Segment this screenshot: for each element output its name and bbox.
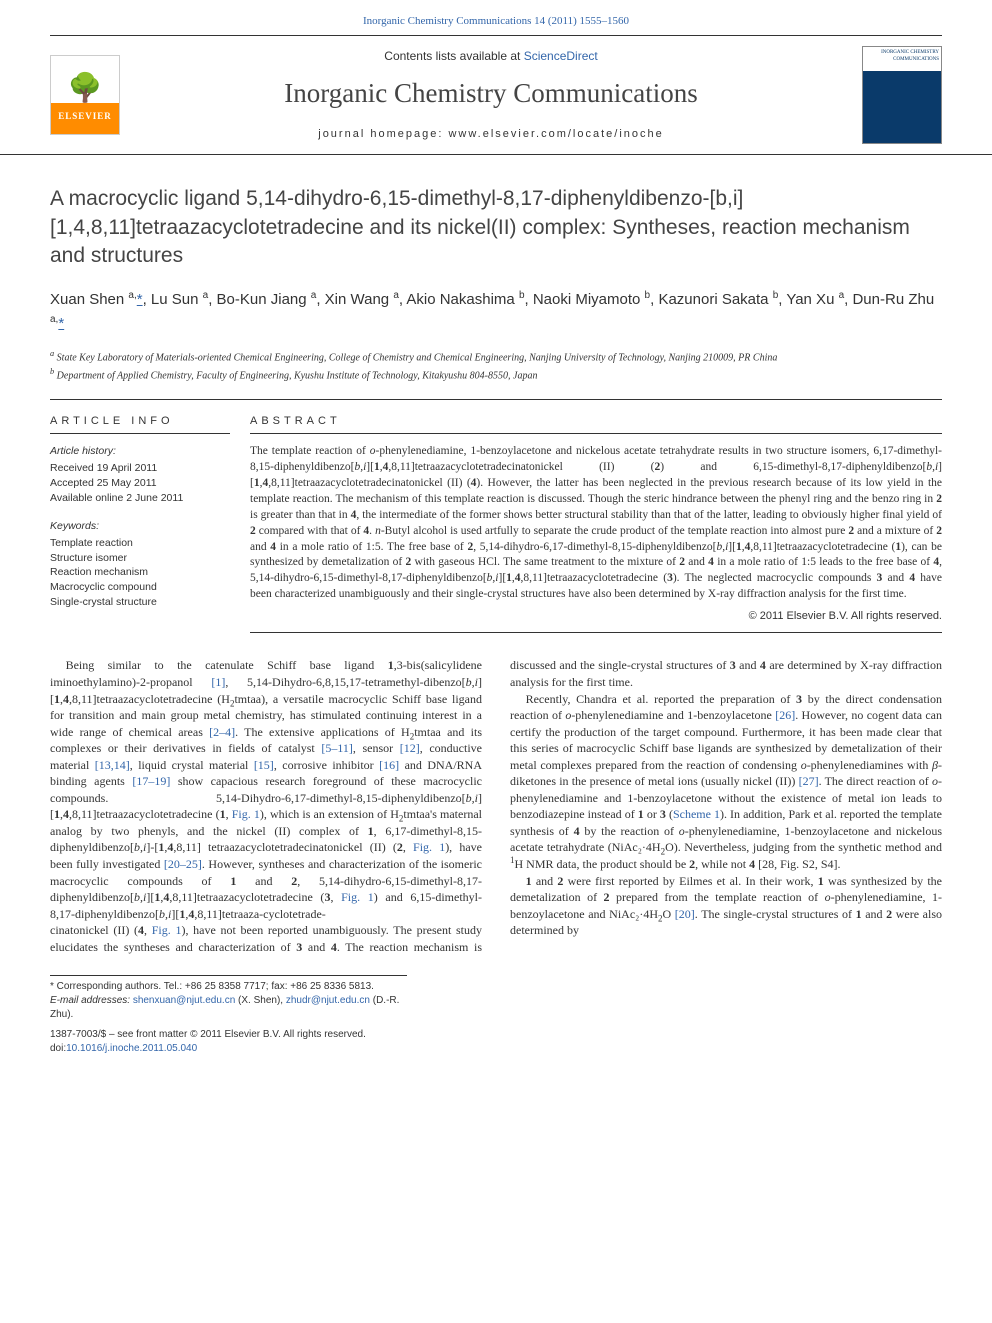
publisher-name: ELSEVIER (58, 108, 112, 123)
publisher-logo: 🌳 ELSEVIER (50, 55, 120, 135)
body-paragraph: Being similar to the catenulate Schiff b… (50, 657, 482, 922)
doi-label: doi: (50, 1043, 66, 1054)
journal-name: Inorganic Chemistry Communications (140, 75, 842, 113)
email-link[interactable]: zhudr@njut.edu.cn (286, 995, 370, 1006)
doi-link[interactable]: 10.1016/j.inoche.2011.05.040 (66, 1043, 197, 1054)
article-info-heading: ARTICLE INFO (50, 414, 230, 434)
body-text: Being similar to the catenulate Schiff b… (50, 657, 942, 955)
email-link[interactable]: shenxuan@njut.edu.cn (133, 995, 235, 1006)
history-label: Article history: (50, 444, 230, 459)
corr-authors-line: * Corresponding authors. Tel.: +86 25 83… (50, 980, 407, 994)
abstract-body: The template reaction of o-phenylenediam… (250, 444, 942, 603)
contents-prefix: Contents lists available at (384, 49, 523, 63)
affiliations: a State Key Laboratory of Materials-orie… (50, 348, 942, 383)
footer: 1387-7003/$ – see front matter © 2011 El… (0, 1022, 992, 1076)
body-paragraph: Recently, Chandra et al. reported the pr… (510, 691, 942, 873)
keywords-label: Keywords: (50, 519, 230, 534)
keyword: Structure isomer (50, 551, 230, 566)
contents-line: Contents lists available at ScienceDirec… (140, 48, 842, 65)
masthead: 🌳 ELSEVIER Contents lists available at S… (0, 36, 992, 155)
abstract-column: ABSTRACT The template reaction of o-phen… (250, 414, 942, 633)
journal-homepage: journal homepage: www.elsevier.com/locat… (140, 127, 842, 142)
affiliation-b: b Department of Applied Chemistry, Facul… (50, 366, 942, 383)
journal-cover-thumb: INORGANIC CHEMISTRY COMMUNICATIONS (862, 46, 942, 144)
author-list: Xuan Shen a,*, Lu Sun a, Bo-Kun Jiang a,… (50, 288, 942, 336)
article-title: A macrocyclic ligand 5,14-dihydro-6,15-d… (50, 185, 942, 270)
homepage-link[interactable]: www.elsevier.com/locate/inoche (448, 128, 663, 140)
emails-label: E-mail addresses: (50, 995, 130, 1006)
email-who: (X. Shen), (238, 995, 283, 1006)
history-received: Received 19 April 2011 (50, 461, 230, 476)
body-paragraph: 1 and 2 were first reported by Eilmes et… (510, 873, 942, 939)
citation-link[interactable]: Inorganic Chemistry Communications 14 (2… (363, 15, 629, 27)
abstract-copyright: © 2011 Elsevier B.V. All rights reserved… (250, 609, 942, 624)
issn-line: 1387-7003/$ – see front matter © 2011 El… (50, 1028, 942, 1042)
emails-line: E-mail addresses: shenxuan@njut.edu.cn (… (50, 994, 407, 1022)
keyword: Reaction mechanism (50, 565, 230, 580)
article-info-column: ARTICLE INFO Article history: Received 1… (50, 414, 250, 633)
keyword: Template reaction (50, 536, 230, 551)
keyword: Macrocyclic compound (50, 580, 230, 595)
cover-title: INORGANIC CHEMISTRY COMMUNICATIONS (881, 50, 939, 62)
elsevier-tree-icon: 🌳 (68, 69, 103, 108)
history-accepted: Accepted 25 May 2011 (50, 476, 230, 491)
abstract-heading: ABSTRACT (250, 414, 942, 434)
citation-header: Inorganic Chemistry Communications 14 (2… (0, 0, 992, 35)
keyword: Single-crystal structure (50, 595, 230, 610)
corresponding-footnote: * Corresponding authors. Tel.: +86 25 83… (50, 975, 407, 1022)
sciencedirect-link[interactable]: ScienceDirect (524, 49, 598, 63)
affiliation-a: a State Key Laboratory of Materials-orie… (50, 348, 942, 365)
history-online: Available online 2 June 2011 (50, 491, 230, 506)
homepage-label: journal homepage: (318, 128, 448, 140)
doi-line: doi:10.1016/j.inoche.2011.05.040 (50, 1042, 942, 1056)
